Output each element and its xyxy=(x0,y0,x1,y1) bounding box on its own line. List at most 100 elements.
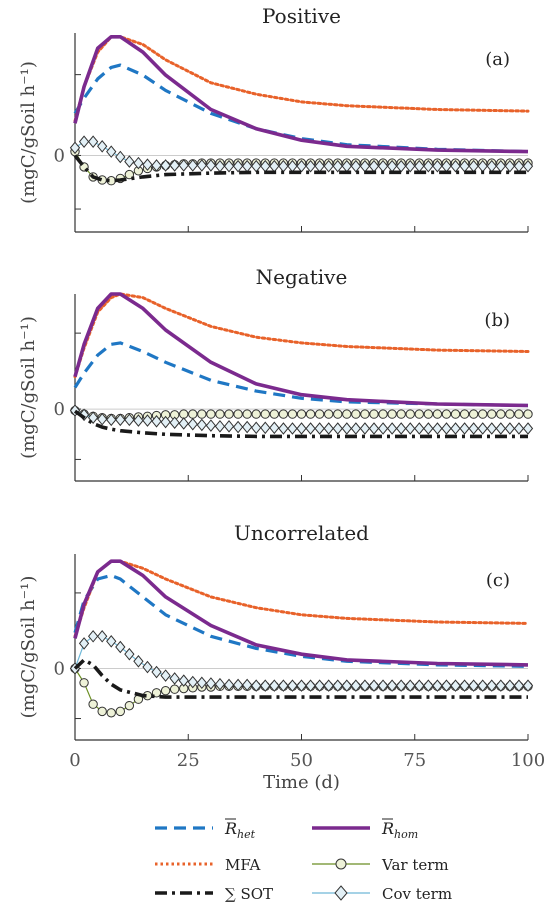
series-point-var xyxy=(333,409,343,419)
series-point-var xyxy=(188,409,198,419)
series-point-var xyxy=(405,409,415,419)
series-point-cov xyxy=(205,159,217,172)
series-point-cov xyxy=(196,676,207,690)
series-point-var xyxy=(505,409,515,419)
series-point-cov xyxy=(124,647,135,661)
series-point-cov xyxy=(513,422,525,435)
series-point-cov xyxy=(187,675,198,689)
series-point-var xyxy=(197,409,207,419)
series-point-cov xyxy=(151,415,162,428)
series-point-cov xyxy=(241,678,253,692)
series-point-cov xyxy=(386,679,398,692)
series-point-cov xyxy=(522,422,534,435)
series-point-var xyxy=(441,409,452,419)
series-point-cov xyxy=(459,422,470,435)
series-point-cov xyxy=(314,422,325,435)
series-point-cov xyxy=(405,422,416,435)
legend-label-r_hom: Rhom xyxy=(381,819,418,841)
panel-label: (c) xyxy=(486,570,510,591)
series-point-cov xyxy=(106,634,117,648)
series-point-cov xyxy=(287,422,298,435)
series-point-var xyxy=(478,409,488,419)
series-point-cov xyxy=(350,422,362,435)
series-point-var xyxy=(423,409,434,419)
series-point-cov xyxy=(78,637,90,650)
series-point-var xyxy=(179,409,189,419)
series-point-cov xyxy=(305,159,316,173)
series-point-var xyxy=(242,409,252,419)
series-point-cov xyxy=(97,629,108,643)
y-axis-label: (mgC/gSoil h⁻¹) xyxy=(18,576,39,719)
series-point-cov xyxy=(441,679,452,692)
series-line-r_hom xyxy=(73,292,529,408)
series-point-var xyxy=(251,409,261,419)
series-point-cov xyxy=(160,415,171,429)
series-point-cov xyxy=(142,158,153,171)
series-point-cov xyxy=(323,422,334,435)
series-point-cov xyxy=(368,679,380,692)
series-point-cov xyxy=(133,156,144,170)
y-tick-label: 0 xyxy=(54,399,65,420)
series-point-cov xyxy=(223,420,235,433)
x-tick-label: 100 xyxy=(511,750,545,771)
legend-label-cov: Cov term xyxy=(382,885,452,903)
series-point-cov xyxy=(115,640,126,654)
legend-label-var: Var term xyxy=(381,856,449,874)
series-point-cov xyxy=(332,422,343,435)
series-point-var xyxy=(115,706,126,717)
series-point-cov xyxy=(133,655,144,668)
series-point-cov xyxy=(350,159,362,173)
series-line-r_hom xyxy=(73,559,529,667)
series-point-var xyxy=(323,409,334,419)
series-point-cov xyxy=(359,422,371,435)
series-point-cov xyxy=(124,413,135,427)
series-point-cov xyxy=(450,159,461,173)
series-point-var xyxy=(432,409,443,419)
series-point-cov xyxy=(287,679,298,692)
series-point-cov xyxy=(251,679,262,692)
series-point-cov xyxy=(305,422,316,435)
series-point-cov xyxy=(87,629,99,643)
series-point-var xyxy=(169,684,180,694)
chart-title: Positive xyxy=(262,4,341,28)
series-point-cov xyxy=(269,421,280,435)
series-point-cov xyxy=(522,159,534,173)
series-point-cov xyxy=(278,422,289,435)
series-point-cov xyxy=(214,420,226,433)
series-point-cov xyxy=(396,159,407,173)
series-point-var xyxy=(514,409,524,419)
series-point-cov xyxy=(396,422,407,435)
series-point-cov xyxy=(69,141,81,155)
series-point-var xyxy=(79,678,89,688)
series-point-cov xyxy=(504,159,516,173)
series-point-var xyxy=(278,409,289,419)
series-point-var xyxy=(88,699,98,709)
series-point-cov xyxy=(432,679,443,692)
series-point-cov xyxy=(160,669,171,682)
series-line-mfa xyxy=(73,35,530,123)
series-line-sot xyxy=(73,154,528,183)
series-point-cov xyxy=(513,679,525,692)
series-point-cov xyxy=(423,422,434,435)
chart-title: Uncorrelated xyxy=(234,521,369,545)
series-point-var xyxy=(287,409,298,419)
legend-label-sot: ∑ SOT xyxy=(225,885,273,903)
series-point-cov xyxy=(160,159,171,172)
series-point-cov xyxy=(97,412,108,426)
x-tick-label: 75 xyxy=(403,750,426,771)
series-point-var xyxy=(342,409,352,419)
legend-marker-cov xyxy=(334,885,348,901)
series-point-var xyxy=(215,409,225,419)
series-point-var xyxy=(459,409,470,419)
series-point-cov xyxy=(142,414,153,427)
series-point-cov xyxy=(332,679,343,692)
series-point-cov xyxy=(405,679,416,692)
series-point-cov xyxy=(178,417,189,430)
series-line-r_het xyxy=(73,341,529,408)
series-point-cov xyxy=(106,413,117,427)
series-point-cov xyxy=(169,416,180,430)
series-point-cov xyxy=(296,159,307,173)
x-tick-label: 0 xyxy=(69,750,80,771)
series-point-cov xyxy=(386,422,398,435)
series-point-var xyxy=(351,409,361,419)
